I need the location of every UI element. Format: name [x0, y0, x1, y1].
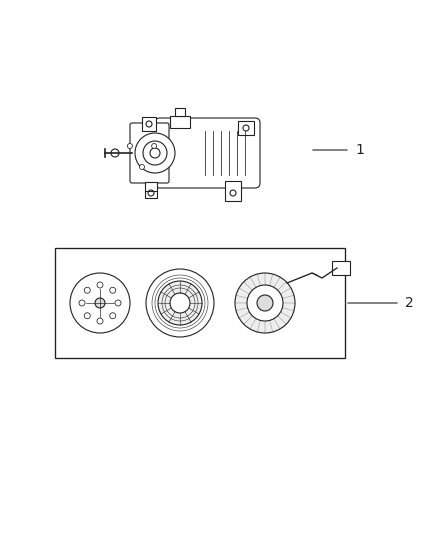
Circle shape — [84, 287, 90, 293]
Circle shape — [146, 121, 152, 127]
Circle shape — [139, 165, 145, 169]
Circle shape — [84, 313, 90, 319]
Circle shape — [135, 133, 175, 173]
Bar — [175, 108, 185, 116]
Circle shape — [152, 143, 157, 149]
Circle shape — [97, 318, 103, 324]
Circle shape — [158, 281, 202, 325]
FancyBboxPatch shape — [130, 123, 169, 183]
Bar — [170, 116, 190, 128]
Circle shape — [170, 293, 190, 313]
Circle shape — [97, 282, 103, 288]
Circle shape — [79, 300, 85, 306]
Circle shape — [127, 143, 132, 149]
Circle shape — [257, 295, 273, 311]
Bar — [142, 117, 156, 131]
Circle shape — [146, 269, 214, 337]
Circle shape — [70, 273, 130, 333]
Text: 2: 2 — [405, 296, 414, 310]
Circle shape — [110, 287, 116, 293]
Bar — [225, 181, 241, 201]
Circle shape — [95, 298, 105, 308]
Text: 1: 1 — [355, 143, 364, 157]
Circle shape — [150, 148, 160, 158]
Bar — [332, 261, 350, 275]
Bar — [55, 248, 345, 358]
Circle shape — [247, 285, 283, 321]
Circle shape — [243, 125, 249, 131]
Bar — [238, 121, 254, 135]
Circle shape — [143, 141, 167, 165]
Circle shape — [230, 190, 236, 196]
Circle shape — [148, 190, 154, 196]
Circle shape — [115, 300, 121, 306]
Bar — [145, 182, 157, 198]
FancyBboxPatch shape — [155, 118, 260, 188]
Circle shape — [235, 273, 295, 333]
Circle shape — [110, 313, 116, 319]
Circle shape — [111, 149, 119, 157]
